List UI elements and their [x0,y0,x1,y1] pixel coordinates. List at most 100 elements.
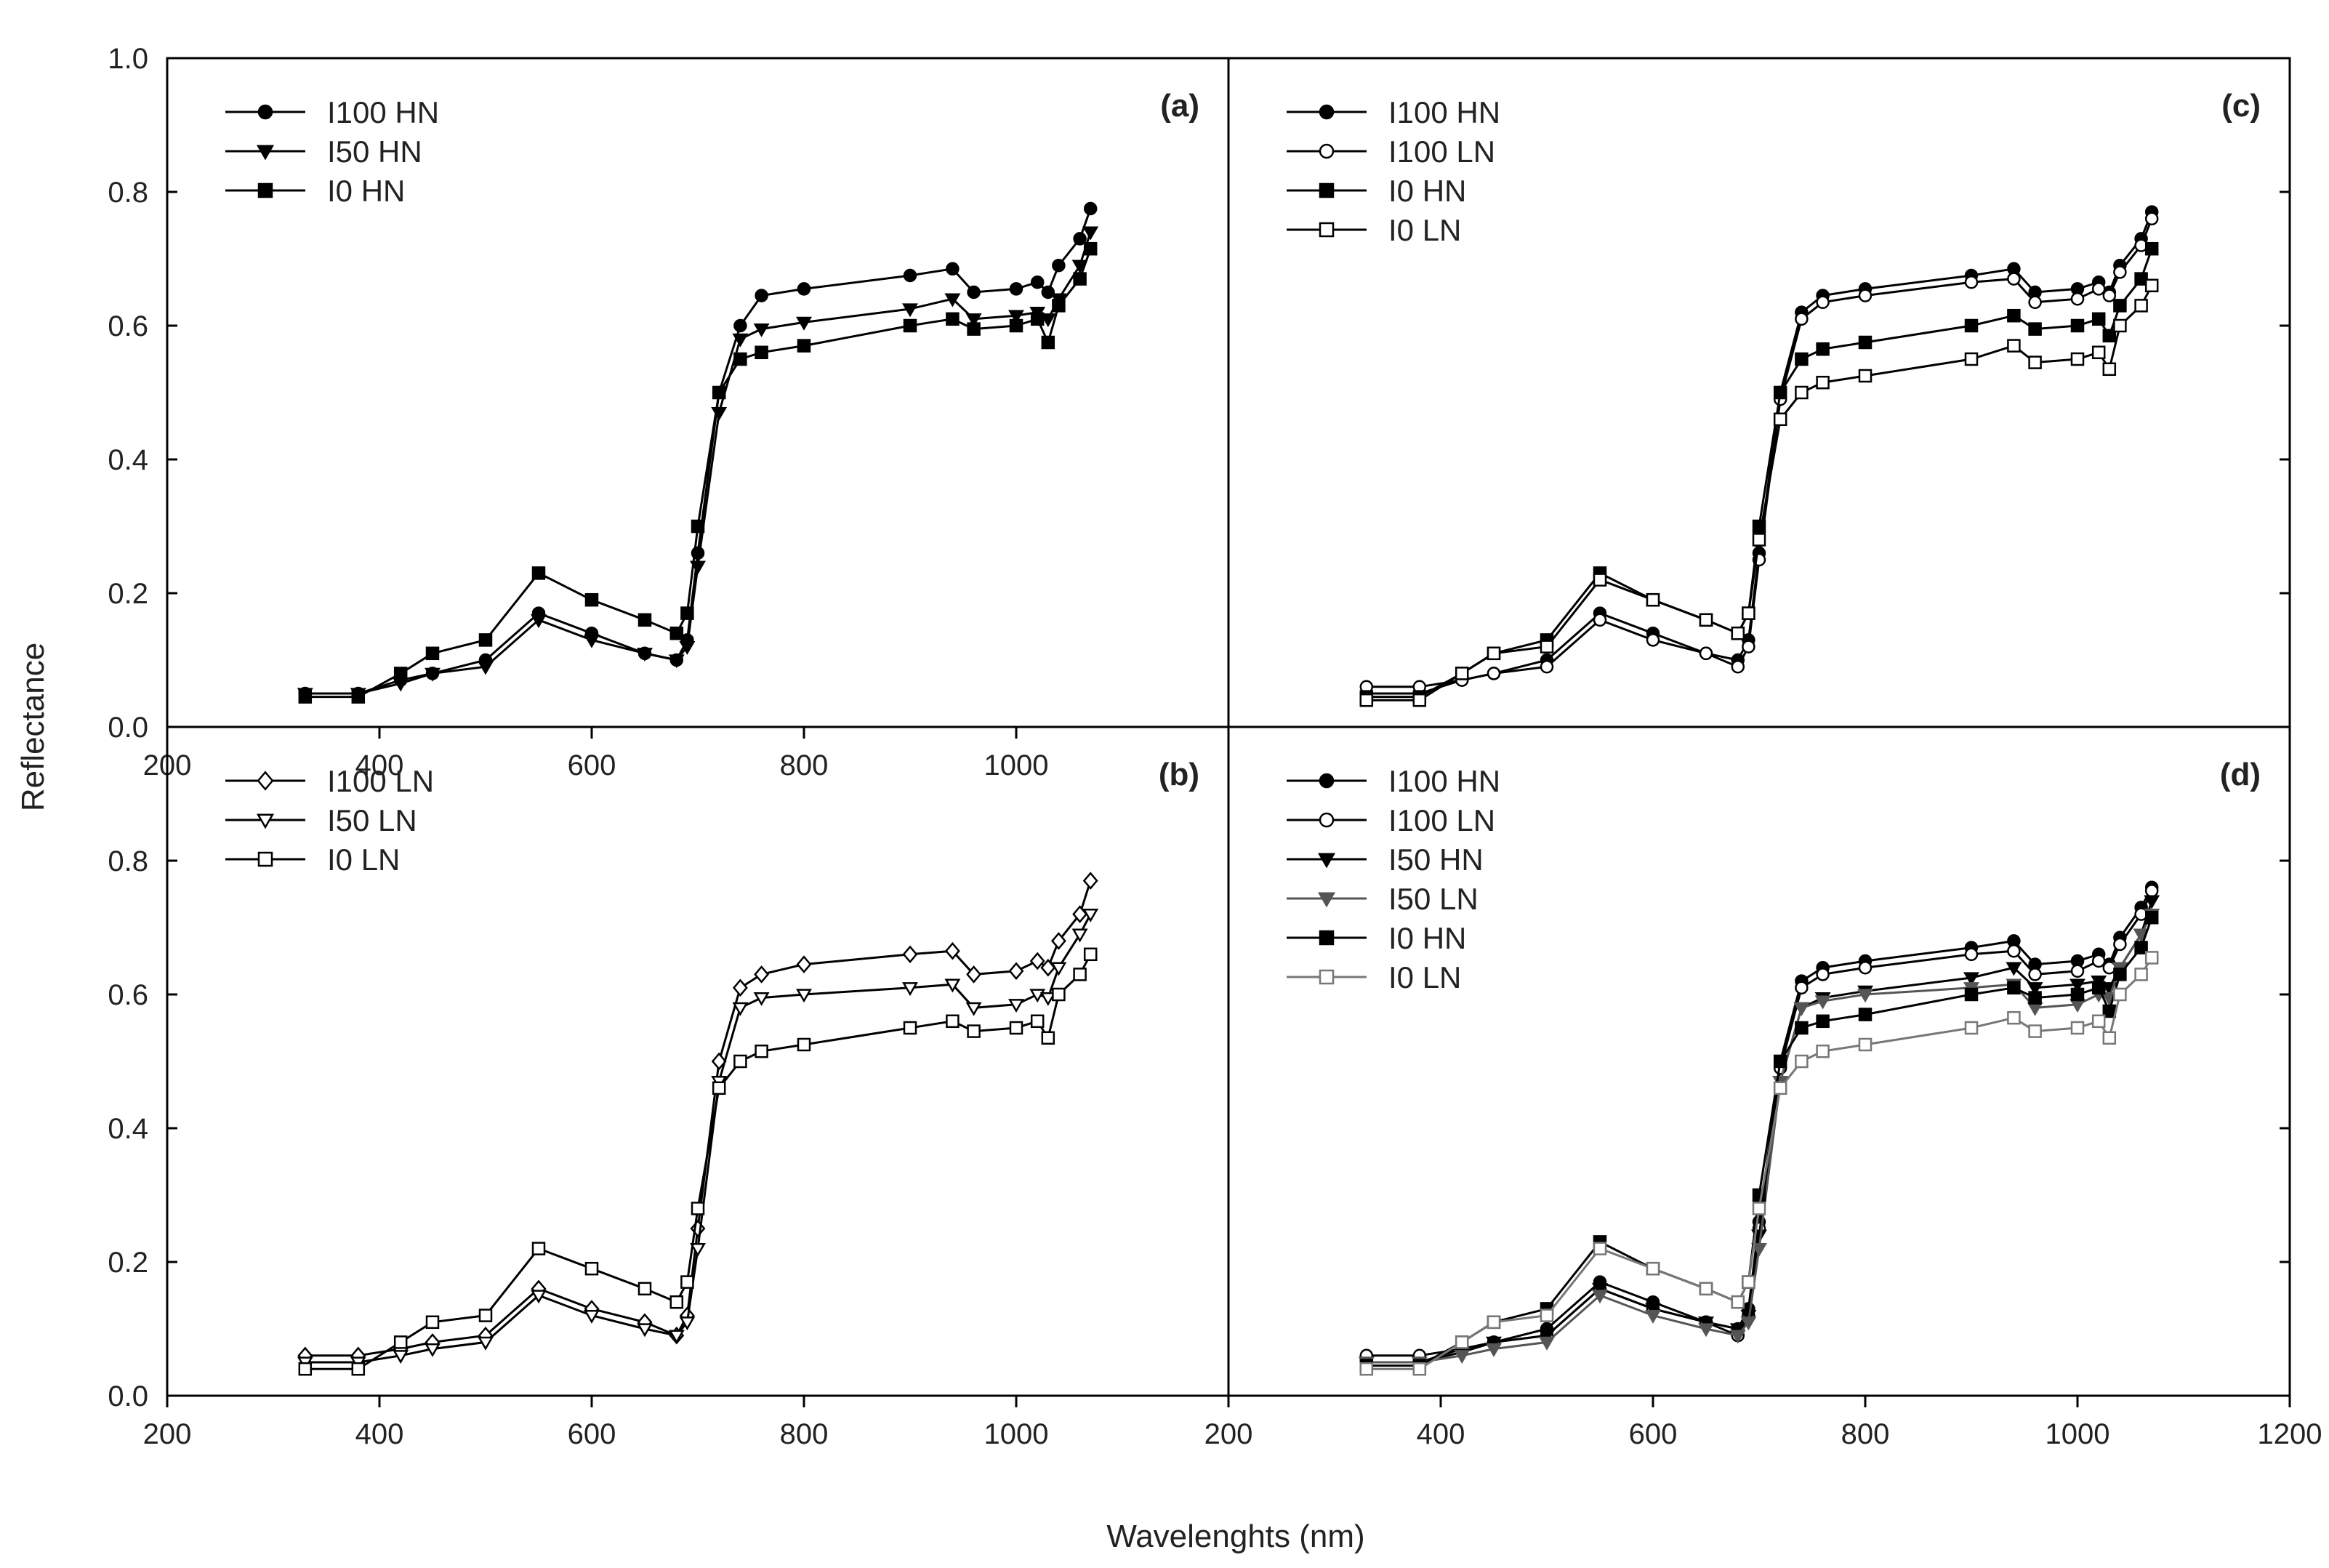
panel-c-legend-marker [1319,143,1335,159]
panel-c-data-point [2007,339,2021,353]
panel-d-data-point [2134,968,2148,981]
panel-c-legend-marker [1319,222,1335,238]
panel-a-legend-label: I50 HN [327,134,422,169]
panel-c-data-point [1773,412,1787,427]
panel-b-data-point [1083,947,1098,962]
panel-d-data-point [1699,1282,1713,1296]
panel-a-data-point [1030,275,1045,289]
panel-d-data-point [2144,884,2159,898]
panel-d: 200 400 600 800 1000 1200 (d) I100 HN I100 LN I50… [1204,725,2322,1450]
panel-d-data-point [1795,1021,1809,1035]
panel-d-data-point [1412,1362,1427,1376]
panel-b-data-point [584,1261,599,1276]
panel-d-data-point [1751,1242,1767,1257]
panel-d-legend-marker [1319,930,1335,946]
panel-a-data-point [755,345,768,360]
panel-d-data-point [1814,995,1831,1010]
panel-a-data-point [903,318,917,333]
panel-a-data-point [1041,335,1055,350]
panel-a-legend: I100 HN I50 HN I0 HN [225,95,439,208]
panel-d-data-point [1731,1295,1745,1309]
panel-d-data-point [2113,937,2127,952]
panel-d-frame [1227,725,2291,1397]
panel-c-series [1359,278,2159,707]
panel-c-data-point [1593,613,1607,627]
panel-a-data-point [478,633,493,647]
panel-c-data-point [1593,573,1607,587]
panel-a-data-point [946,312,960,326]
panel-c-data-point [1646,633,1660,647]
panel-d-data-point [1592,1283,1608,1298]
panel-c-legend-marker [1319,182,1335,198]
panel-a-data-point [691,519,705,534]
panel-a-y-tick-label: 0.4 [108,444,148,476]
panel-c-legend: I100 HN I100 LN I0 HN I0 LN [1287,95,1500,247]
panel-d-legend: I100 HN I100 LN I50 HN I50 LN I0 HN I0 LN [1287,764,1500,994]
panel-a-y-tick-label: 0.8 [108,177,148,209]
panel-d-data-point [1729,1330,1746,1344]
panel-b-data-point [1073,968,1087,981]
panel-a-data-point [967,285,981,299]
panel-d-data-point [1539,1330,1555,1344]
panel-b-y-tick-label: 0.6 [108,979,148,1011]
panel-a-x-tick-label: 400 [355,749,404,781]
panel-a-x-tick-label: 800 [780,749,829,781]
panel-c-data-point [1359,693,1374,707]
panel-d-x-tick-label: 1000 [2046,1418,2110,1450]
panel-c-data-point [1487,646,1501,661]
panel-b: 0.0 0.2 0.4 0.6 0.8 200 400 600 800 1000 (b) I100 L… [108,725,1230,1450]
panel-b-data-point [732,978,748,997]
panel-d-data-point [2007,944,2021,958]
panel-a-data-point [755,289,768,302]
panel-a-x-tick-label: 600 [568,749,616,781]
panel-c-data-point [2007,272,2021,286]
panel-c-data-point [2070,292,2085,306]
panel-d-data-point [1454,1350,1471,1364]
panel-b-data-point [393,1335,408,1349]
panel-d-data-point [2006,962,2022,976]
panel-d-data-point [1698,1316,1714,1331]
panel-d-series [1359,951,2159,1376]
panel-a-label: (a) [1160,88,1199,124]
panel-d-data-point [2144,895,2160,909]
panel-d-data-point [1455,1335,1469,1349]
panel-c-data-point [2144,241,2159,256]
panel-a-data-point [1083,241,1098,256]
panel-d-x-tick-label: 800 [1841,1418,1890,1450]
panel-d-legend-label: I100 LN [1388,803,1495,837]
panel-d-data-point [2007,1010,2021,1025]
panel-a-data-point [531,566,546,580]
panel-b-data-point [967,1024,981,1038]
panel-a-data-point [531,614,547,629]
panel-d-legend-marker [1319,773,1335,789]
panel-a-data-point [797,339,811,353]
panel-a-data-point [733,318,747,333]
panel-a-data-point [1082,226,1099,241]
panel-d-data-point [1539,1336,1555,1351]
panel-b-legend-label: I100 LN [327,764,434,798]
panel-d-x-tick-label: 600 [1629,1418,1678,1450]
panel-d-data-point [1359,1362,1374,1376]
panel-c-data-point [1742,640,1755,654]
panel-b-data-point [690,1242,706,1257]
panel-d-data-point [2144,951,2159,965]
panel-b-data-point [902,982,918,997]
panel-a-legend-label: I100 HN [327,95,439,129]
panel-c-data-point [2091,282,2106,296]
panel-a-data-point [393,667,408,680]
panel-b-data-point [1072,905,1088,923]
panel-d-data-point [2091,1014,2106,1029]
panel-b-data-point [711,1052,727,1071]
panel-a-data-point [946,262,960,276]
panel-a-data-point [1041,285,1055,299]
panel-d-data-point [1752,1202,1766,1215]
panels: 0.0 0.2 0.4 0.6 0.8 1.0 200 400 600 800 1000 (a) I10… [108,43,2322,1450]
panel-b-data-point [1029,952,1045,970]
panel-d-legend-label: I50 LN [1388,882,1479,916]
panel-b-y-tick-label: 0.0 [108,1380,148,1412]
panel-b-data-point [1082,872,1098,890]
panel-a-data-point [967,322,981,336]
panel-d-data-point [1816,968,1830,981]
